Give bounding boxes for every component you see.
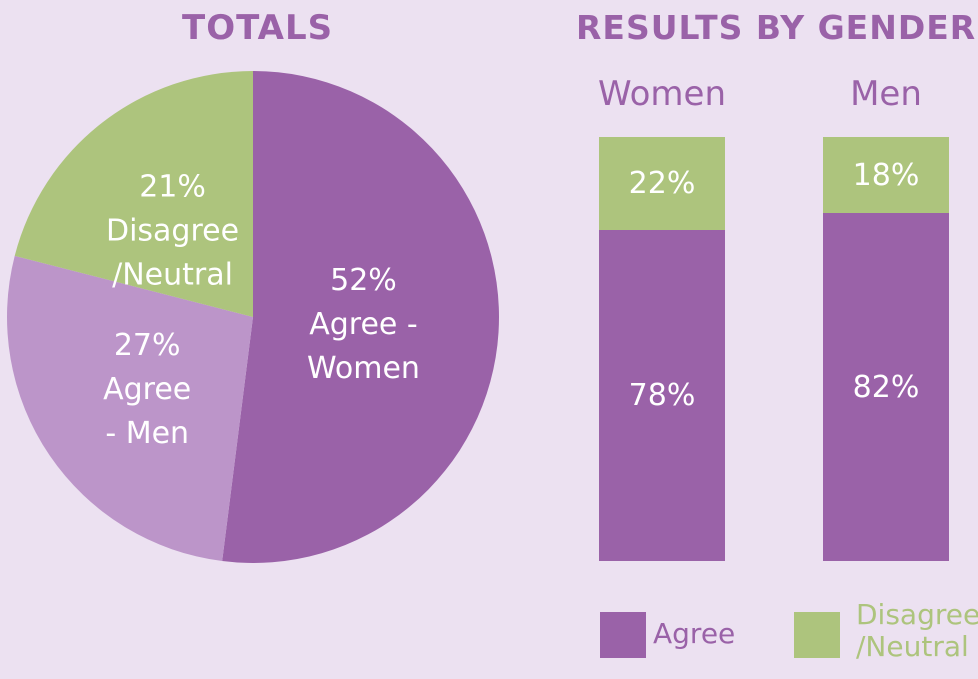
pie-label-2: 21% Disagree/Neutral: [106, 169, 239, 292]
bar-segment-men-0: 82%: [823, 213, 949, 561]
legend-label-1: Disagree/Neutral: [856, 598, 978, 663]
pie-slice-1: [6, 255, 253, 562]
pie-slice-2: [14, 71, 253, 317]
legend-swatch-0: [600, 612, 646, 658]
pie-label-1: 27% Agree - Men: [103, 328, 191, 451]
bar-women: 78% 22%: [599, 137, 725, 561]
category-label-men: Men: [850, 74, 922, 114]
bar-segment-men-1: 18%: [823, 137, 949, 214]
bar-segment-women-0: 78%: [599, 230, 725, 561]
bar-men: 82% 18%: [823, 137, 949, 561]
pie-label-0: 52% Agree -Women: [307, 263, 420, 386]
totals-pie-chart: 52% Agree -Women 27% Agree - Men 21% Disagree /…: [6, 71, 500, 563]
category-label-women: Women: [597, 74, 726, 114]
results-by-gender-title: RESULTS BY GENDER: [576, 8, 977, 47]
legend-swatch-1: [794, 612, 840, 658]
bar-segment-women-1: 22%: [599, 137, 725, 231]
totals-title: TOTALS: [182, 8, 334, 48]
pie-slice-0: [222, 71, 500, 563]
legend-label-0: Agree: [653, 617, 736, 650]
